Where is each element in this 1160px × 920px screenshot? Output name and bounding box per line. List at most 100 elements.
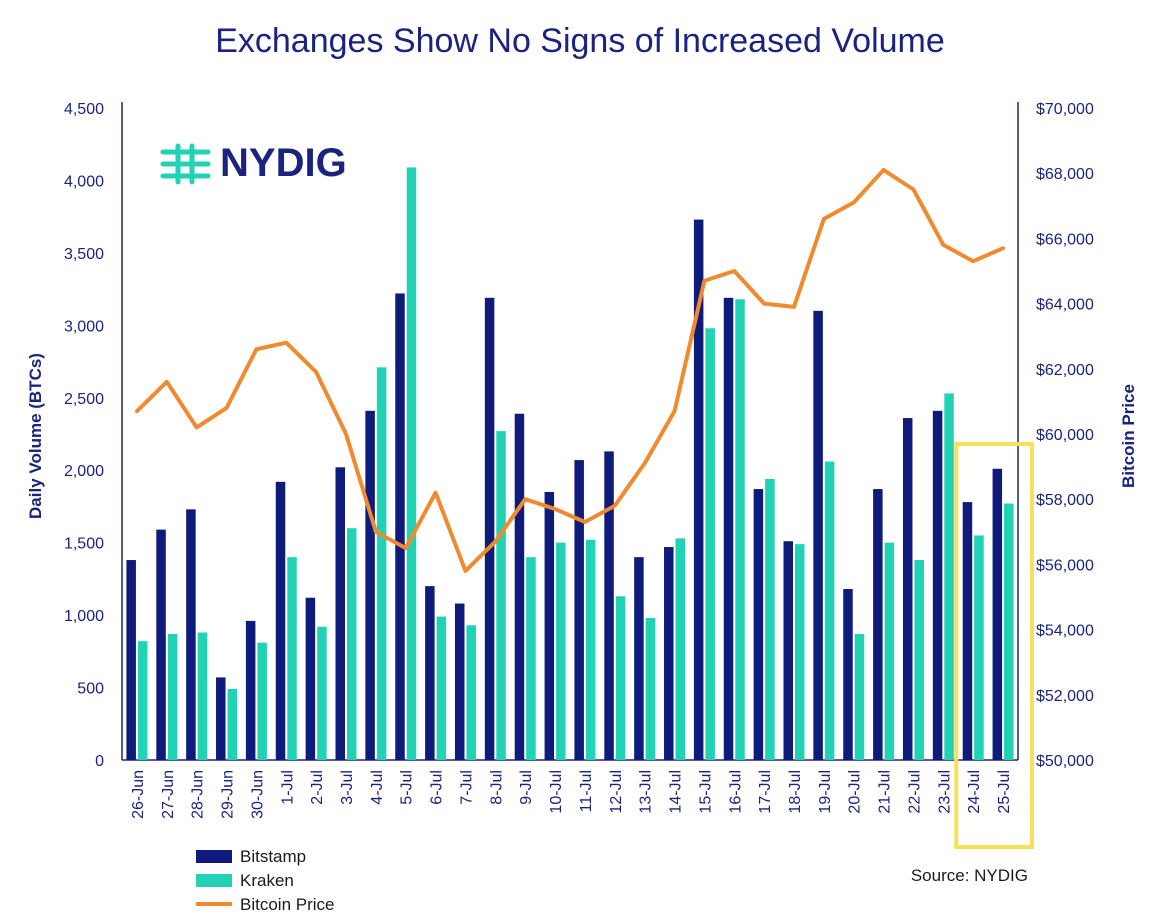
y-tick-label: 3,500 bbox=[64, 246, 104, 263]
bar-kraken bbox=[466, 625, 476, 760]
bar-bitstamp bbox=[484, 297, 495, 760]
bar-bitstamp bbox=[126, 560, 136, 760]
bar-kraken bbox=[526, 557, 536, 760]
y2-tick-label: $70,000 bbox=[1036, 101, 1094, 118]
y-tick-label: 0 bbox=[95, 753, 104, 770]
bar-kraken bbox=[914, 560, 924, 760]
y-tick-label: 3,000 bbox=[64, 318, 104, 335]
bar-bitstamp bbox=[783, 541, 793, 760]
bar-bitstamp bbox=[574, 460, 584, 760]
bar-kraken bbox=[645, 618, 656, 760]
x-tick-label: 29-Jun bbox=[220, 770, 237, 819]
bar-kraken bbox=[795, 544, 805, 760]
axes: 0 500 1,000 1,500 2,000 2,500 3,000 3,500 4,000 4… bbox=[64, 101, 1094, 819]
bar-bitstamp bbox=[425, 586, 435, 760]
bar-bitstamp bbox=[843, 589, 853, 760]
bar-bitstamp bbox=[902, 418, 913, 760]
y2-tick-label: $64,000 bbox=[1036, 297, 1094, 314]
x-tick-label: 10-Jul bbox=[548, 770, 565, 814]
bar-kraken bbox=[615, 596, 626, 760]
x-tick-label: 18-Jul bbox=[787, 770, 804, 814]
y-tick-label: 4,000 bbox=[64, 173, 104, 190]
x-tick-label: 5-Jul bbox=[399, 770, 416, 805]
nydig-logo-icon bbox=[160, 143, 211, 185]
bar-bitstamp bbox=[992, 468, 1003, 760]
nydig-logo: NYDIG bbox=[160, 141, 347, 185]
bar-bitstamp bbox=[962, 502, 973, 760]
x-tick-label: 26-Jun bbox=[130, 770, 147, 819]
x-tick-label: 19-Jul bbox=[817, 770, 834, 814]
x-tick-label: 11-Jul bbox=[578, 770, 595, 812]
y-tick-label: 1,500 bbox=[64, 536, 104, 553]
x-tick-label: 23-Jul bbox=[936, 770, 953, 814]
highlight-box-layer bbox=[954, 442, 1034, 849]
y2-tick-label: $56,000 bbox=[1036, 557, 1094, 574]
bar-kraken bbox=[585, 539, 596, 760]
y-tick-label: 1,000 bbox=[64, 608, 104, 625]
bar-kraken bbox=[287, 557, 297, 760]
x-tick-label: 30-Jun bbox=[249, 770, 266, 819]
x-tick-label: 4-Jul bbox=[369, 770, 386, 805]
bar-bitstamp bbox=[604, 451, 614, 760]
x-tick-label: 16-Jul bbox=[727, 770, 744, 814]
bar-bitstamp bbox=[186, 509, 196, 760]
bar-bitstamp bbox=[693, 219, 704, 760]
x-tick-label: 27-Jun bbox=[160, 770, 177, 819]
x-tick-label: 25-Jul bbox=[996, 770, 1013, 814]
bar-bitstamp bbox=[156, 529, 166, 760]
legend-label-kraken: Kraken bbox=[240, 871, 294, 890]
x-tick-label: 20-Jul bbox=[847, 770, 864, 814]
bar-kraken bbox=[137, 641, 148, 760]
bar-kraken bbox=[824, 461, 835, 760]
y2-tick-label: $66,000 bbox=[1036, 231, 1094, 248]
bar-kraken bbox=[257, 642, 267, 760]
bar-bitstamp bbox=[723, 297, 734, 760]
y2-tick-label: $58,000 bbox=[1036, 492, 1094, 509]
bar-bitstamp bbox=[216, 677, 226, 760]
bar-kraken bbox=[406, 167, 417, 761]
bar-bitstamp bbox=[873, 489, 883, 760]
bar-kraken bbox=[376, 367, 387, 760]
y2-tick-label: $60,000 bbox=[1036, 427, 1094, 444]
y2-tick-label: $68,000 bbox=[1036, 166, 1094, 183]
source-note: Source: NYDIG bbox=[911, 866, 1028, 885]
bar-kraken bbox=[197, 632, 208, 760]
bar-kraken bbox=[556, 542, 566, 760]
x-tick-label: 6-Jul bbox=[429, 770, 446, 805]
y2-tick-label: $62,000 bbox=[1036, 362, 1094, 379]
bars bbox=[126, 167, 1014, 761]
bar-bitstamp bbox=[275, 481, 286, 760]
bar-bitstamp bbox=[335, 467, 345, 760]
bar-bitstamp bbox=[395, 293, 405, 760]
legend: Bitstamp Kraken Bitcoin Price bbox=[196, 847, 334, 914]
x-tick-label: 13-Jul bbox=[638, 770, 655, 814]
x-tick-label: 7-Jul bbox=[458, 770, 475, 805]
price-line bbox=[134, 167, 1006, 573]
bar-kraken bbox=[227, 689, 238, 760]
x-tick-label: 24-Jul bbox=[966, 770, 983, 814]
chart-title: Exchanges Show No Signs of Increased Vol… bbox=[215, 22, 945, 60]
bar-bitstamp bbox=[664, 547, 674, 760]
bar-bitstamp bbox=[813, 310, 823, 760]
legend-swatch-bitstamp bbox=[196, 850, 232, 863]
bar-bitstamp bbox=[753, 489, 764, 760]
x-tick-label: 9-Jul bbox=[518, 770, 535, 805]
bar-kraken bbox=[944, 393, 954, 760]
y2-tick-label: $50,000 bbox=[1036, 753, 1094, 770]
bar-bitstamp bbox=[544, 491, 555, 760]
x-tick-label: 28-Jun bbox=[190, 770, 207, 819]
x-tick-label: 3-Jul bbox=[339, 770, 356, 805]
bar-kraken bbox=[675, 538, 686, 760]
x-tick-label: 12-Jul bbox=[608, 770, 625, 814]
y2-tick-label: $54,000 bbox=[1036, 623, 1094, 640]
bar-kraken bbox=[735, 299, 745, 760]
legend-label-price: Bitcoin Price bbox=[240, 895, 334, 914]
y-tick-label: 2,000 bbox=[64, 463, 104, 480]
bar-kraken bbox=[1004, 503, 1014, 760]
legend-swatch-kraken bbox=[196, 874, 232, 887]
bar-kraken bbox=[317, 626, 327, 760]
x-tick-label: 21-Jul bbox=[877, 770, 894, 814]
bar-kraken bbox=[436, 616, 447, 760]
